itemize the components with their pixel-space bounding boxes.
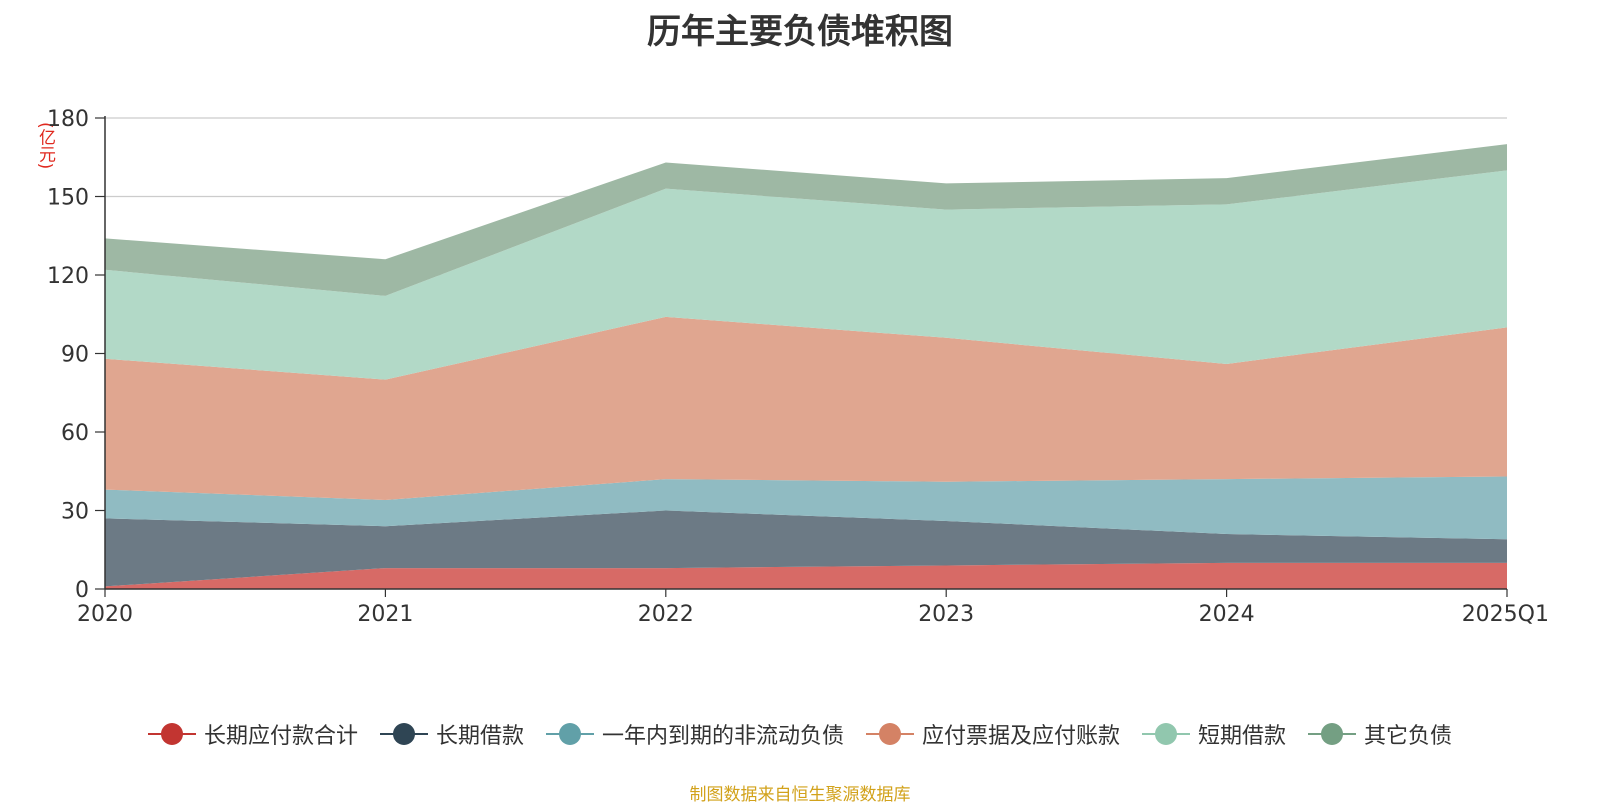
- series-area-3: [105, 476, 1507, 540]
- legend-label: 短期借款: [1198, 724, 1287, 749]
- legend-marker-icon: [379, 722, 428, 746]
- legend: 长期应付款合计 长期借款 一年内到期的非流动负债 应付票据及应付账款 短期借款 其它负债: [0, 714, 1600, 754]
- series-area-1: [105, 562, 1507, 589]
- y-tick-label: 150: [47, 186, 89, 211]
- grid-layer: [105, 117, 1507, 512]
- x-tick-label: 2020: [77, 602, 133, 627]
- legend-marker-icon: [866, 722, 914, 746]
- legend-marker-icon: [147, 722, 196, 746]
- legend-item[interactable]: 短期借款: [1142, 718, 1286, 750]
- legend-item[interactable]: 其它负债: [1308, 718, 1452, 750]
- x-tick-label: 2022: [638, 602, 694, 627]
- y-tick-label: 120: [47, 264, 89, 289]
- legend-label: 一年内到期的非流动负债: [601, 724, 844, 749]
- y-tick-label: 30: [61, 500, 89, 525]
- y-tick-label: 90: [61, 343, 89, 368]
- legend-marker-icon: [1308, 722, 1357, 746]
- series-area-6: [105, 144, 1507, 296]
- legend-label: 应付票据及应付账款: [922, 724, 1121, 749]
- legend-item[interactable]: 长期借款: [379, 718, 524, 750]
- x-tick-label: 2025Q1: [1462, 602, 1549, 627]
- series-area-4: [105, 316, 1507, 501]
- legend-marker-icon: [1142, 722, 1191, 746]
- legend-label: 其它负债: [1364, 724, 1453, 749]
- series-area-5: [105, 170, 1507, 380]
- area-layer: [105, 144, 1507, 589]
- legend-item[interactable]: 应付票据及应付账款: [866, 718, 1120, 750]
- legend-item[interactable]: 长期应付款合计: [147, 718, 358, 750]
- x-tick-label: 2024: [1199, 602, 1255, 627]
- y-tick-label: 60: [61, 421, 89, 446]
- x-tick-label: 2023: [918, 602, 974, 627]
- legend-label: 长期应付款合计: [203, 724, 358, 749]
- chart-title: 历年主要负债堆积图: [647, 12, 953, 52]
- source-note: 制图数据来自恒生聚源数据库: [689, 785, 911, 805]
- y-axis-unit-label: (亿元): [35, 122, 55, 170]
- series-area-2: [105, 510, 1507, 587]
- legend-marker-icon: [545, 722, 594, 746]
- y-tick-label: 0: [75, 578, 89, 603]
- x-tick-label: 2021: [357, 602, 413, 627]
- legend-label: 长期借款: [435, 724, 524, 749]
- legend-item[interactable]: 一年内到期的非流动负债: [545, 718, 844, 750]
